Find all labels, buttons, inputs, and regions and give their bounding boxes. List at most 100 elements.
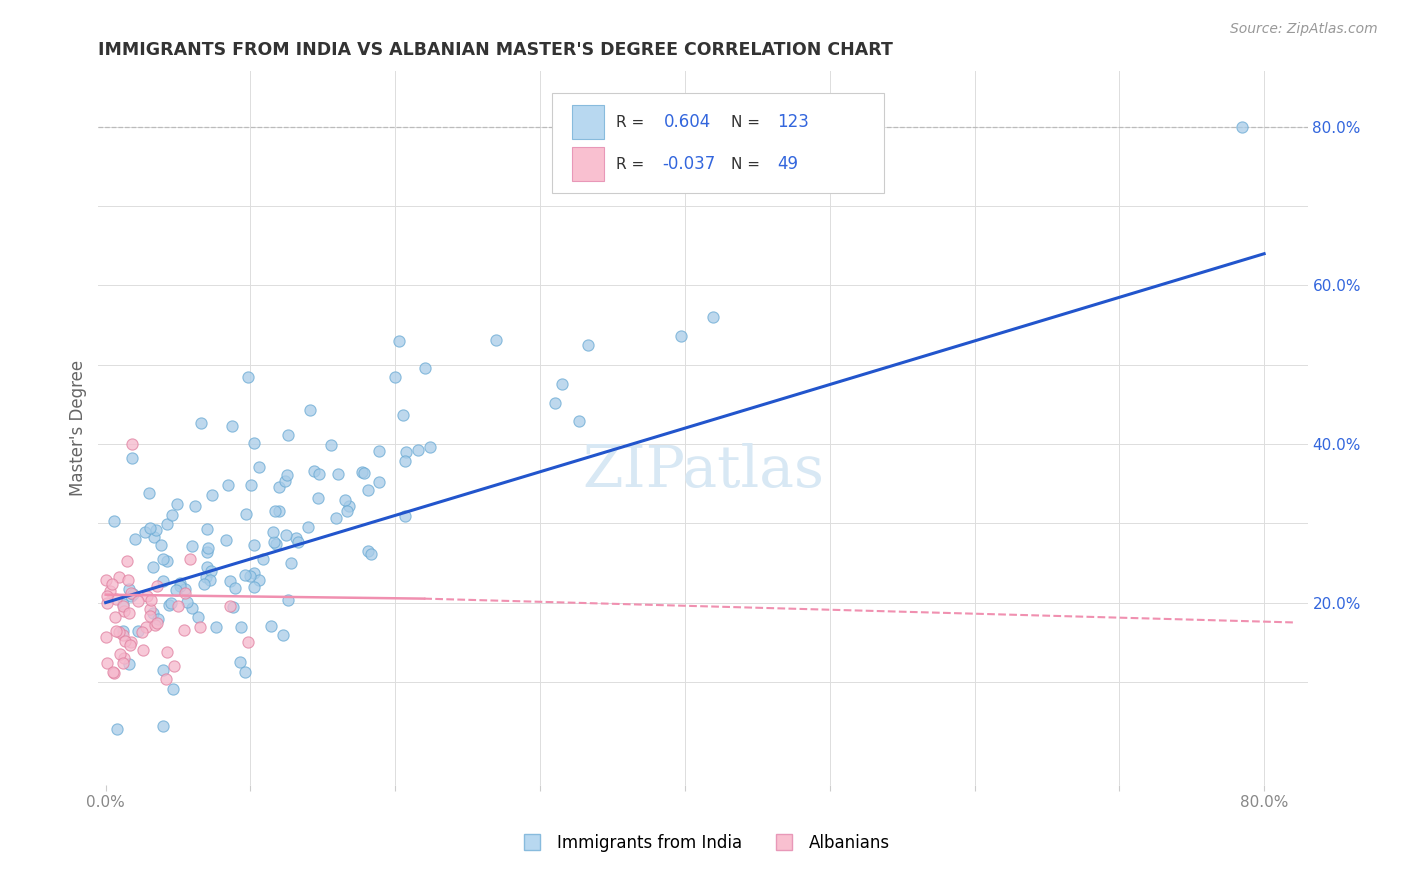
Point bbox=[100, 576, 122, 591]
Point bbox=[267, 480, 290, 494]
Point bbox=[142, 559, 165, 574]
Point bbox=[231, 620, 253, 634]
Point bbox=[108, 648, 131, 662]
Point bbox=[184, 499, 207, 513]
Point bbox=[360, 547, 382, 561]
Point bbox=[302, 464, 325, 478]
Point bbox=[169, 578, 191, 592]
Point bbox=[568, 414, 591, 428]
Point bbox=[118, 582, 141, 596]
Point bbox=[243, 436, 266, 450]
Point bbox=[139, 608, 162, 623]
Y-axis label: Master's Degree: Master's Degree bbox=[69, 360, 87, 496]
Point bbox=[392, 408, 415, 422]
Point bbox=[173, 623, 195, 637]
Point bbox=[195, 560, 218, 574]
Point bbox=[277, 593, 299, 607]
Point bbox=[702, 310, 724, 325]
Point bbox=[127, 593, 149, 607]
Point bbox=[146, 579, 169, 593]
Point bbox=[194, 569, 217, 583]
Point bbox=[142, 530, 165, 544]
Point bbox=[112, 599, 135, 614]
Point bbox=[150, 538, 173, 552]
FancyBboxPatch shape bbox=[553, 93, 884, 193]
Point bbox=[321, 438, 343, 452]
Point bbox=[135, 620, 157, 634]
Point bbox=[104, 624, 127, 639]
Point bbox=[307, 491, 329, 506]
Point bbox=[162, 682, 184, 697]
Point bbox=[297, 519, 319, 533]
Point bbox=[353, 467, 375, 481]
Point bbox=[105, 723, 128, 737]
Point bbox=[264, 537, 287, 551]
Point bbox=[112, 650, 135, 665]
Point bbox=[118, 638, 141, 652]
Point bbox=[669, 328, 692, 343]
Point bbox=[384, 370, 406, 384]
Point bbox=[98, 583, 121, 598]
Point bbox=[180, 601, 202, 615]
Point bbox=[108, 624, 131, 639]
Point bbox=[104, 610, 127, 624]
Point bbox=[276, 527, 298, 541]
Point bbox=[156, 517, 179, 532]
Point bbox=[124, 532, 146, 546]
Point bbox=[243, 566, 266, 581]
Point bbox=[94, 573, 117, 587]
Point bbox=[96, 589, 118, 603]
Point bbox=[165, 583, 187, 598]
Point bbox=[395, 445, 418, 459]
Point bbox=[120, 635, 142, 649]
Point bbox=[229, 655, 252, 669]
Point bbox=[101, 665, 124, 679]
Point bbox=[215, 533, 238, 547]
Point bbox=[157, 599, 180, 613]
Text: N =: N = bbox=[731, 157, 765, 171]
Point bbox=[152, 574, 174, 588]
Point bbox=[247, 460, 270, 475]
Point bbox=[120, 586, 142, 600]
Point bbox=[114, 634, 136, 648]
Point bbox=[94, 630, 117, 644]
Point bbox=[337, 499, 360, 513]
Point bbox=[263, 503, 285, 517]
Point bbox=[193, 577, 215, 591]
Point bbox=[121, 437, 143, 451]
Point bbox=[238, 635, 260, 649]
Text: -0.037: -0.037 bbox=[662, 155, 716, 173]
Text: R =: R = bbox=[616, 115, 650, 130]
Point bbox=[280, 557, 302, 571]
Bar bbox=[572, 105, 603, 139]
Point bbox=[222, 599, 245, 614]
Point bbox=[105, 592, 128, 607]
Point bbox=[239, 569, 262, 583]
Point bbox=[179, 551, 201, 566]
Point bbox=[236, 369, 259, 384]
Point bbox=[551, 377, 574, 392]
Point bbox=[139, 602, 162, 616]
Point bbox=[235, 567, 257, 582]
Point bbox=[132, 643, 155, 657]
Text: ZIPatlas: ZIPatlas bbox=[582, 443, 824, 499]
Point bbox=[263, 535, 285, 549]
Point bbox=[242, 537, 264, 551]
Legend: Immigrants from India, Albanians: Immigrants from India, Albanians bbox=[509, 828, 897, 859]
Point bbox=[260, 619, 283, 633]
Point bbox=[187, 610, 209, 624]
Point bbox=[287, 535, 309, 549]
Point bbox=[544, 395, 567, 409]
Point bbox=[394, 508, 416, 523]
Point bbox=[142, 607, 165, 621]
Point bbox=[308, 467, 330, 481]
Point bbox=[239, 478, 262, 492]
Point bbox=[200, 564, 222, 578]
Point bbox=[233, 665, 256, 679]
Point bbox=[152, 663, 174, 677]
Point bbox=[333, 492, 356, 507]
Point bbox=[284, 531, 307, 545]
Point bbox=[152, 551, 174, 566]
Point bbox=[112, 597, 135, 611]
Point bbox=[155, 672, 177, 686]
